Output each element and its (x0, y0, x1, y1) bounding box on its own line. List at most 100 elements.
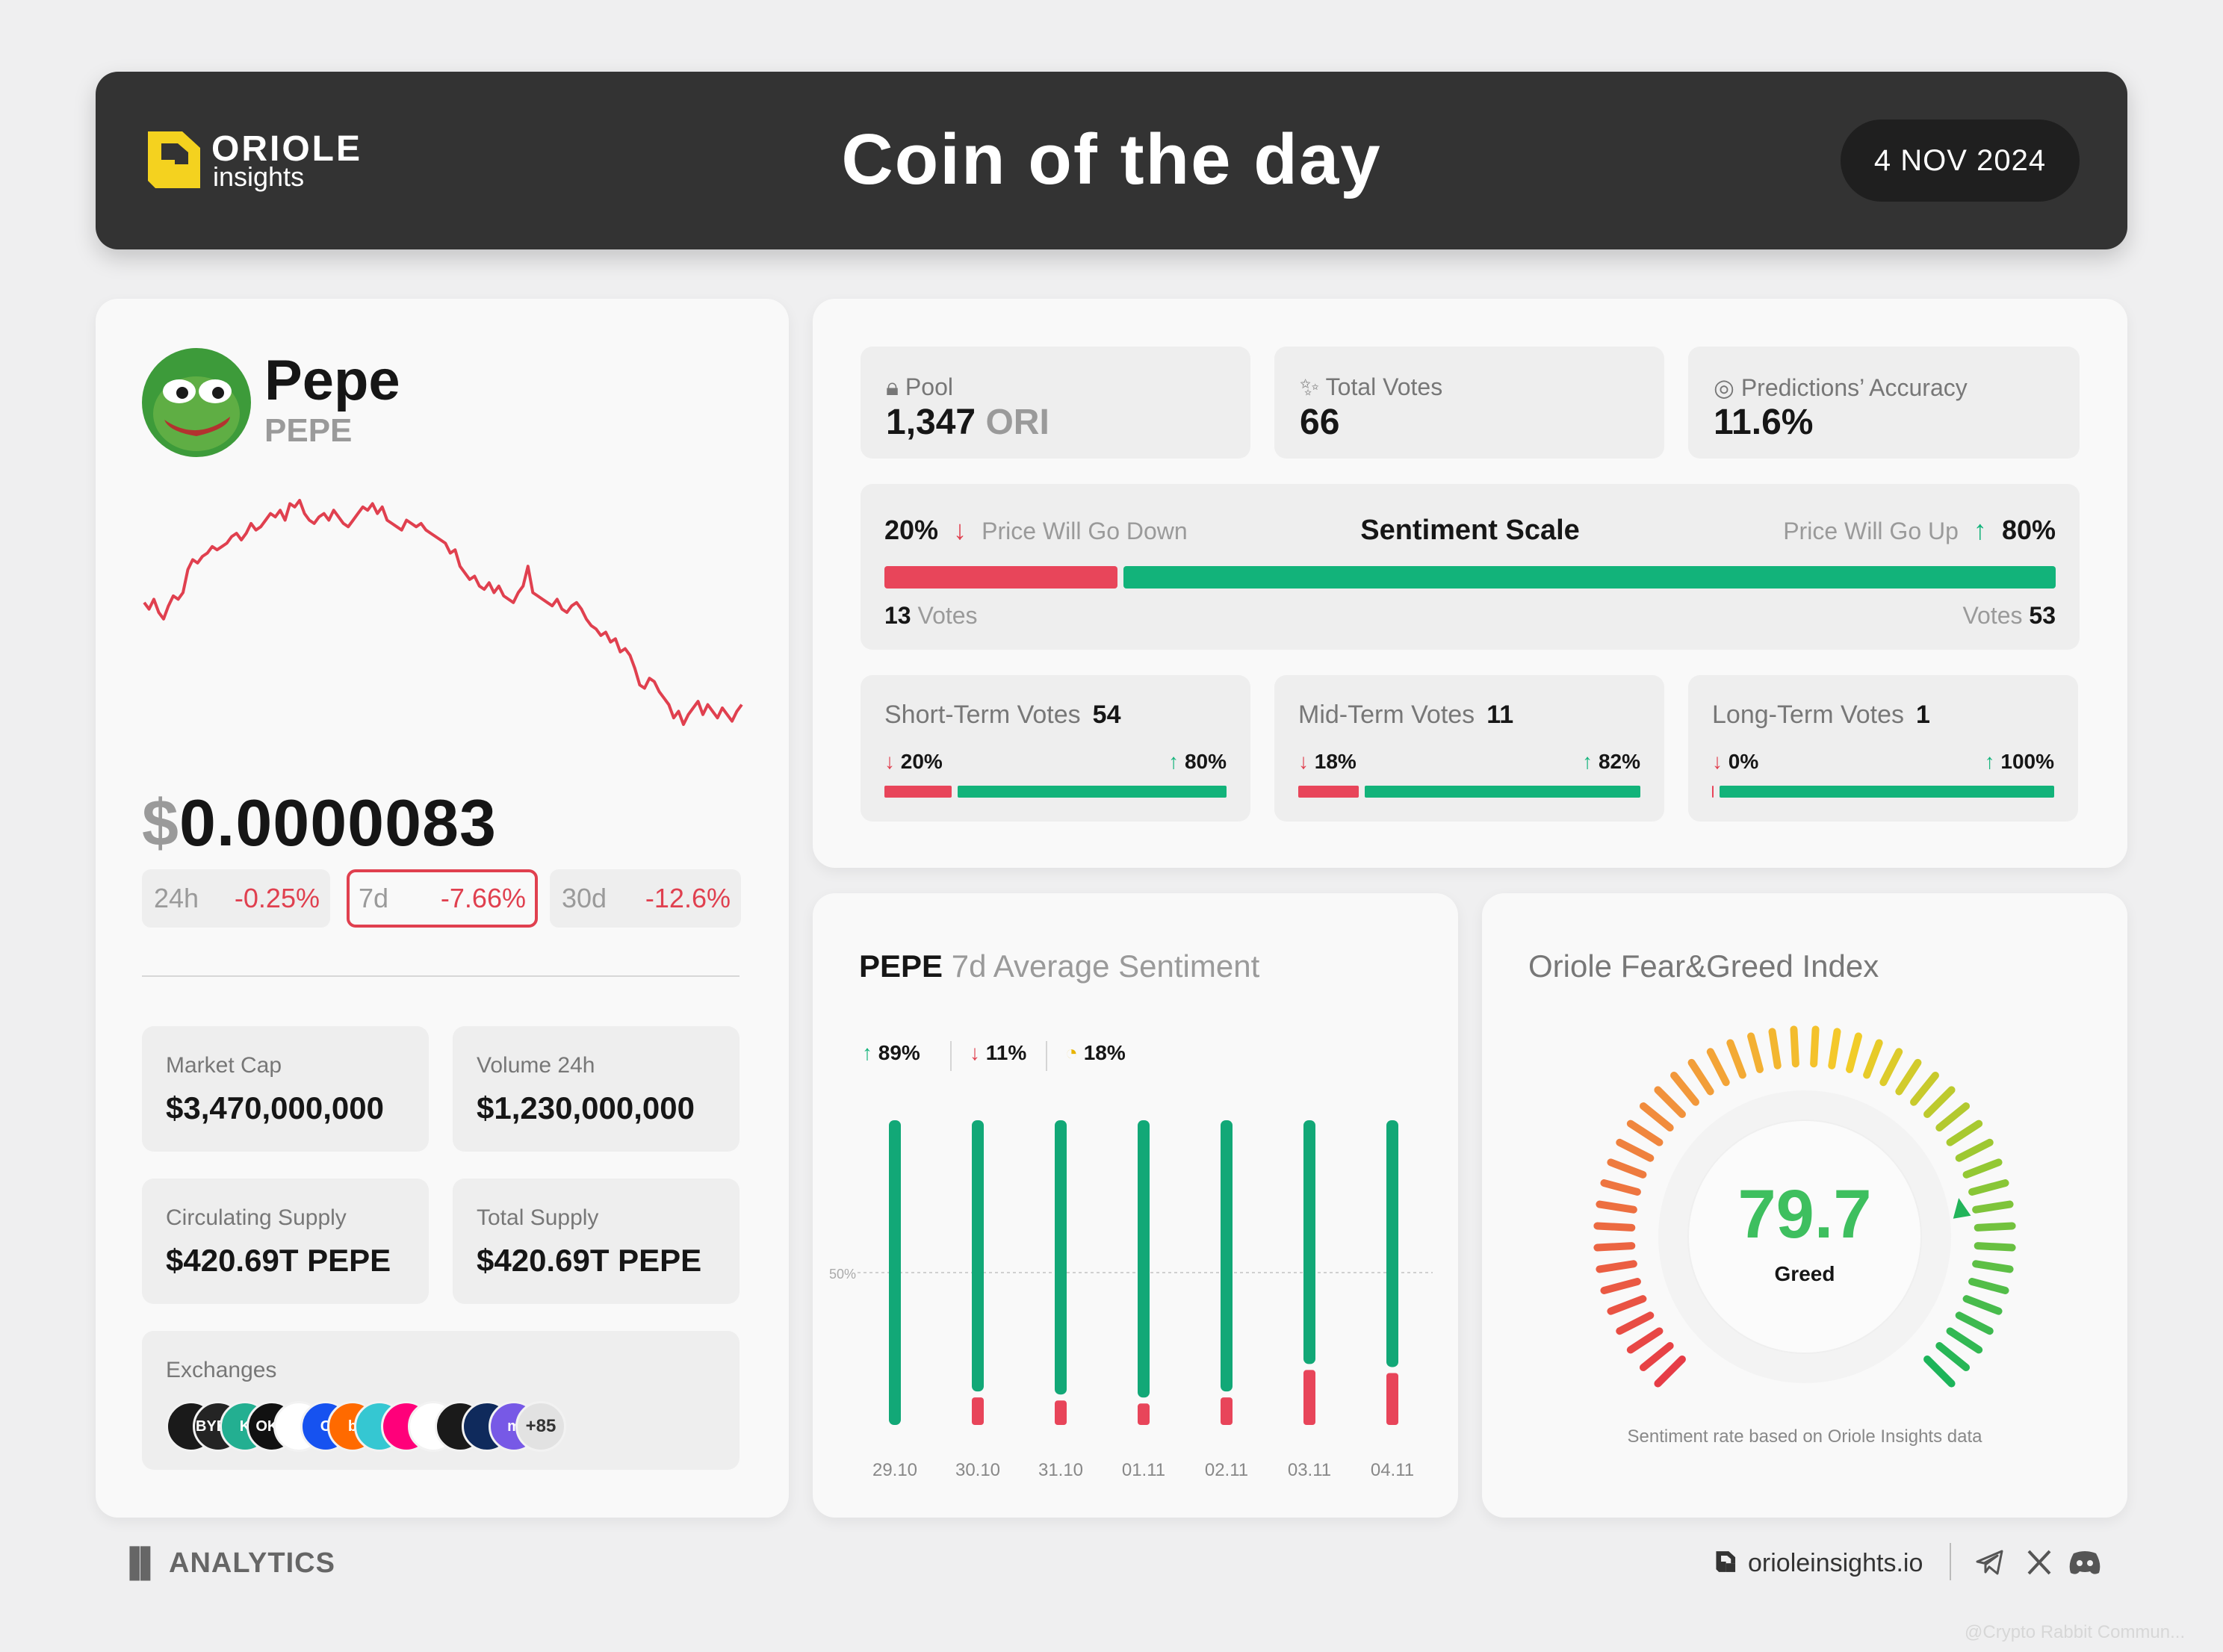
term-title: Mid-Term Votes 11 (1298, 701, 1513, 730)
pool-tile: 🔒︎ Pool 1,347 ORI (861, 347, 1250, 459)
term-down-value: 18% (1314, 750, 1357, 773)
discord-icon[interactable] (2068, 1549, 2102, 1576)
gauge-tick (1747, 1032, 1764, 1073)
up-bar (972, 1120, 984, 1392)
down-bar (1386, 1373, 1398, 1425)
down-side: 20% ↓ Price Will Go Down (884, 514, 1188, 547)
fear-greed-gauge (1593, 1025, 2016, 1388)
gauge-tick (1626, 1327, 1664, 1354)
term-down-bar (1712, 786, 1714, 798)
down-votes: 13 Votes (884, 602, 978, 630)
x-tick-label: 01.11 (1122, 1460, 1165, 1480)
term-tile: Long-Term Votes 1 ↓ 0% ↑ 100% (1688, 675, 2078, 822)
term-down: ↓ 20% (884, 750, 943, 774)
change-value: -12.6% (645, 883, 731, 913)
site-link[interactable]: orioleinsights.io (1748, 1549, 1923, 1577)
oriole-small-logo-icon (1716, 1551, 1736, 1572)
pool-value: 1,347 ORI (886, 402, 1050, 443)
exchanges-more-badge[interactable]: +85 (515, 1401, 566, 1452)
gauge-tick (1863, 1039, 1883, 1079)
date-badge: 4 NOV 2024 (1841, 119, 2080, 202)
votes-word: Votes (917, 602, 978, 629)
pool-label-text: Pool (905, 373, 953, 400)
gauge-footnote: Sentiment rate based on Oriole Insights … (1627, 1426, 1982, 1447)
term-up-bar (1720, 786, 2054, 798)
gauge-tick (1935, 1342, 1971, 1371)
fear-greed-title: Oriole Fear&Greed Index (1528, 948, 1879, 984)
lock-icon: 🔒︎ (886, 373, 905, 400)
gauge-tick (1828, 1028, 1841, 1069)
arrow-up-icon: ↑ (1984, 750, 1995, 773)
pool-label: 🔒︎ Pool (886, 373, 953, 402)
gauge-tick (1968, 1278, 2009, 1294)
pepe-avatar-icon (142, 348, 251, 457)
gauge-tick (1810, 1025, 1820, 1068)
gauge-tick (1879, 1048, 1903, 1087)
term-down: ↓ 18% (1298, 750, 1357, 774)
up-side: Price Will Go Up ↑ 80% (1783, 514, 2056, 547)
term-up: ↑ 100% (1985, 750, 2054, 774)
term-up: ↑ 82% (1582, 750, 1640, 774)
market-cap-tile: Market Cap $3,470,000,000 (142, 1026, 429, 1152)
fear-greed-card: Oriole Fear&Greed Index 79.7 Greed Senti… (1482, 893, 2127, 1518)
votes-label: ✨︎ Total Votes (1300, 373, 1442, 402)
gauge-tick (1962, 1295, 2003, 1315)
stat-value: $1,230,000,000 (477, 1090, 695, 1125)
weekly-sentiment-card: PEPE 7d Average Sentiment ↑ 89% ↓ 11% ◔ … (813, 893, 1458, 1518)
legend-up-value: 89% (878, 1041, 920, 1064)
gauge-tick (1687, 1058, 1714, 1096)
gauge-tick (1639, 1102, 1674, 1131)
arrow-down-icon: ↓ (953, 515, 967, 545)
sentiment-down-bar (884, 566, 1117, 589)
accuracy-label-text: Predictions’ Accuracy (1740, 374, 1968, 401)
volume-tile: Volume 24h $1,230,000,000 (453, 1026, 740, 1152)
change-24h[interactable]: 24h -0.25% (142, 869, 330, 928)
term-down-bar (1298, 786, 1359, 798)
gauge-tick (1923, 1356, 1956, 1388)
gauge-tick (1910, 1071, 1939, 1106)
term-title: Short-Term Votes 54 (884, 701, 1120, 730)
gauge-tick (1654, 1086, 1686, 1118)
midline-label: 50% (829, 1267, 856, 1282)
telegram-icon[interactable] (1975, 1547, 2005, 1577)
down-bar (1221, 1397, 1233, 1425)
gauge-tick (1935, 1102, 1971, 1131)
header-bar: ORIOLE insights Coin of the day 4 NOV 20… (96, 72, 2127, 249)
gauge-tick (1607, 1295, 1647, 1315)
gauge-tick (1706, 1048, 1730, 1087)
term-tile: Short-Term Votes 54 ↓ 20% ↑ 80% (861, 675, 1250, 822)
votes-label-text: Total Votes (1325, 373, 1443, 400)
up-votes: Votes 53 (1962, 602, 2056, 630)
gauge-tick (1670, 1071, 1699, 1106)
sentiment-title: Sentiment Scale (1360, 515, 1580, 546)
change-7d[interactable]: 7d -7.66% (347, 869, 538, 928)
voting-card: 🔒︎ Pool 1,347 ORI ✨︎ Total Votes 66 ◎ Pr… (813, 299, 2127, 868)
stat-value: $420.69T PEPE (166, 1243, 391, 1278)
term-down-value: 20% (900, 750, 943, 773)
arrow-up-icon: ↑ (1168, 750, 1179, 773)
gauge-tick (1968, 1179, 2009, 1196)
gauge-tick (1593, 1242, 1636, 1252)
stat-label: Exchanges (166, 1358, 277, 1382)
arrow-down-icon: ↓ (884, 750, 895, 773)
x-tick-label: 04.11 (1371, 1460, 1414, 1480)
change-30d[interactable]: 30d -12.6% (550, 869, 741, 928)
stat-value: $420.69T PEPE (477, 1243, 702, 1278)
up-bar (889, 1120, 901, 1425)
stat-label: Market Cap (166, 1053, 282, 1078)
term-down-value: 0% (1728, 750, 1759, 773)
sentiment-up-bar (1123, 566, 2056, 589)
gauge-tick (1654, 1356, 1686, 1388)
x-twitter-icon[interactable] (2026, 1549, 2053, 1576)
arrow-up-icon: ↑ (1582, 750, 1593, 773)
gauge-tick (1846, 1032, 1862, 1073)
coin-symbol: PEPE (264, 412, 353, 449)
gauge-tick (1962, 1158, 2003, 1179)
up-bar (1138, 1120, 1150, 1398)
legend-accuracy-value: 18% (1083, 1041, 1126, 1064)
footer-divider (1950, 1543, 1951, 1580)
pool-unit: ORI (985, 403, 1050, 442)
down-bar (1055, 1400, 1067, 1425)
bar-chart-icon: ▐▌ (120, 1547, 169, 1579)
change-period: 24h (154, 883, 199, 913)
